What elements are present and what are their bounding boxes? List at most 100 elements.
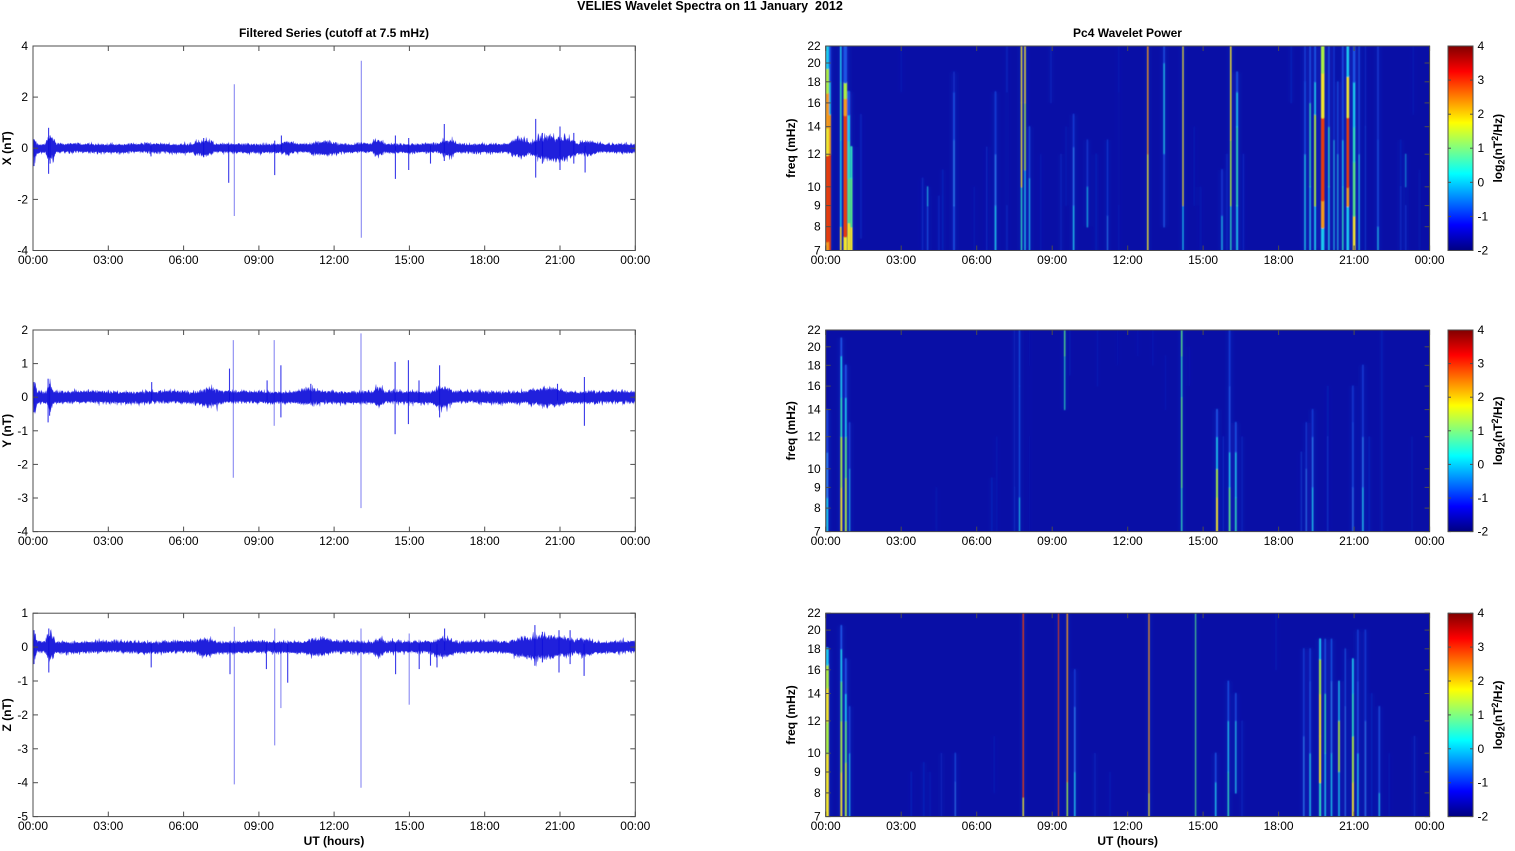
svg-text:-2: -2 [1478,525,1489,539]
svg-text:15:00: 15:00 [1188,253,1218,267]
svg-text:21:00: 21:00 [545,819,575,833]
svg-text:06:00: 06:00 [169,819,199,833]
svg-text:00:00: 00:00 [1415,534,1445,548]
svg-text:10: 10 [807,462,821,476]
svg-text:14: 14 [807,403,821,417]
svg-text:2: 2 [1478,674,1485,688]
svg-text:00:00: 00:00 [620,819,650,833]
svg-text:09:00: 09:00 [244,253,274,267]
svg-text:UT (hours): UT (hours) [304,834,365,848]
svg-text:00:00: 00:00 [811,253,841,267]
svg-text:21:00: 21:00 [1339,253,1369,267]
svg-text:Y (nT): Y (nT) [0,414,14,448]
svg-text:1: 1 [1478,141,1485,155]
svg-text:X (nT): X (nT) [0,131,14,165]
svg-text:20: 20 [807,56,821,70]
svg-text:14: 14 [807,687,821,701]
svg-text:Filtered Series (cutoff at 7.5: Filtered Series (cutoff at 7.5 mHz) [239,26,429,40]
svg-text:03:00: 03:00 [93,253,123,267]
svg-text:4: 4 [1478,323,1485,337]
svg-text:freq (mHz): freq (mHz) [784,685,798,744]
svg-text:09:00: 09:00 [244,534,274,548]
svg-text:03:00: 03:00 [886,534,916,548]
svg-text:03:00: 03:00 [886,253,916,267]
svg-text:0: 0 [21,640,28,654]
svg-text:06:00: 06:00 [962,534,992,548]
svg-text:03:00: 03:00 [93,534,123,548]
svg-text:12:00: 12:00 [1113,819,1143,833]
svg-text:-3: -3 [17,742,28,756]
svg-text:-4: -4 [17,525,28,539]
svg-text:8: 8 [814,786,821,800]
svg-text:VELIES Wavelet Spectra on 11 J: VELIES Wavelet Spectra on 11 January 201… [577,0,843,13]
svg-text:0: 0 [21,390,28,404]
svg-text:09:00: 09:00 [1037,534,1067,548]
svg-text:3: 3 [1478,640,1485,654]
svg-text:12:00: 12:00 [319,253,349,267]
svg-text:21:00: 21:00 [1339,534,1369,548]
svg-text:-4: -4 [17,776,28,790]
svg-text:18: 18 [807,75,821,89]
svg-text:-4: -4 [17,244,28,258]
svg-text:-2: -2 [1478,244,1489,258]
svg-text:4: 4 [1478,606,1485,620]
svg-text:1: 1 [21,357,28,371]
svg-text:-2: -2 [17,192,28,206]
svg-text:2: 2 [21,323,28,337]
svg-text:16: 16 [807,379,821,393]
svg-text:Z (nT): Z (nT) [0,698,14,731]
svg-text:9: 9 [814,765,821,779]
svg-text:12: 12 [807,714,821,728]
svg-text:06:00: 06:00 [169,253,199,267]
svg-text:log2(nT2/Hz): log2(nT2/Hz) [1490,396,1507,465]
svg-text:00:00: 00:00 [811,819,841,833]
svg-text:-3: -3 [17,491,28,505]
svg-text:-1: -1 [1478,209,1489,223]
svg-text:15:00: 15:00 [1188,534,1218,548]
svg-text:20: 20 [807,340,821,354]
svg-text:21:00: 21:00 [545,534,575,548]
svg-text:18:00: 18:00 [470,819,500,833]
svg-text:-1: -1 [17,674,28,688]
svg-text:1: 1 [1478,708,1485,722]
svg-text:00:00: 00:00 [18,253,48,267]
svg-text:22: 22 [807,39,821,53]
svg-text:-1: -1 [1478,491,1489,505]
svg-text:18: 18 [807,642,821,656]
svg-text:9: 9 [814,480,821,494]
svg-text:15:00: 15:00 [394,253,424,267]
svg-text:3: 3 [1478,357,1485,371]
svg-text:09:00: 09:00 [244,819,274,833]
svg-text:14: 14 [807,120,821,134]
svg-text:18: 18 [807,358,821,372]
svg-text:15:00: 15:00 [394,819,424,833]
svg-text:00:00: 00:00 [811,534,841,548]
svg-text:06:00: 06:00 [169,534,199,548]
svg-text:log2(nT2/Hz): log2(nT2/Hz) [1490,114,1507,183]
svg-text:-5: -5 [17,810,28,824]
svg-text:0: 0 [21,141,28,155]
svg-text:12:00: 12:00 [319,819,349,833]
svg-text:8: 8 [814,220,821,234]
svg-text:9: 9 [814,199,821,213]
svg-text:1: 1 [21,606,28,620]
svg-text:2: 2 [21,90,28,104]
svg-text:-1: -1 [1478,776,1489,790]
svg-text:03:00: 03:00 [886,819,916,833]
svg-text:Pc4 Wavelet Power: Pc4 Wavelet Power [1073,26,1182,40]
svg-text:00:00: 00:00 [1415,253,1445,267]
svg-text:21:00: 21:00 [1339,819,1369,833]
svg-text:06:00: 06:00 [962,819,992,833]
svg-text:12: 12 [807,147,821,161]
svg-text:12:00: 12:00 [1113,534,1143,548]
svg-text:00:00: 00:00 [18,534,48,548]
svg-text:freq (mHz): freq (mHz) [784,119,798,178]
svg-text:1: 1 [1478,424,1485,438]
svg-text:18:00: 18:00 [470,253,500,267]
svg-text:12:00: 12:00 [319,534,349,548]
svg-text:3: 3 [1478,73,1485,87]
svg-text:20: 20 [807,623,821,637]
svg-text:4: 4 [21,39,28,53]
svg-text:UT (hours): UT (hours) [1097,834,1158,848]
svg-text:00:00: 00:00 [620,534,650,548]
